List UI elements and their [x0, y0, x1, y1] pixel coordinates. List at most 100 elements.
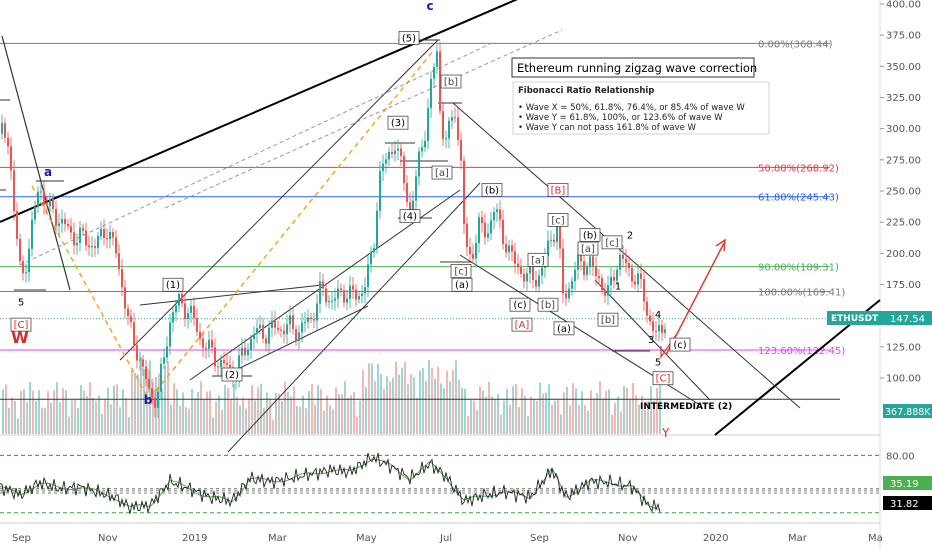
volume-bar [389, 381, 391, 434]
candle-body [493, 212, 495, 221]
candle-body [607, 285, 609, 296]
candle-body [610, 276, 612, 286]
candle-body [61, 218, 63, 224]
candle-body [85, 230, 87, 246]
volume-bar [635, 395, 637, 434]
candle-body [298, 332, 300, 341]
candle-body [373, 248, 375, 253]
candle-body [133, 322, 135, 346]
candle-body [205, 347, 207, 349]
candle-body [262, 324, 264, 339]
wave-label-box [509, 297, 531, 312]
y-tick-label: 175.00 [886, 280, 921, 291]
y-tick-label: 400.00 [886, 0, 921, 11]
wave-label-box [537, 297, 559, 312]
volume-bar [113, 385, 115, 434]
volume-bar [284, 381, 286, 434]
candle-body [1, 123, 3, 134]
volume-bar [131, 369, 133, 434]
candle-body [238, 355, 240, 378]
candle-body [118, 253, 120, 270]
volume-bar [266, 392, 268, 434]
rsi-tag [883, 496, 932, 510]
volume-bar [527, 416, 529, 434]
candle-body [82, 227, 84, 231]
volume-bar [368, 363, 370, 434]
candle-body [265, 338, 267, 344]
volume-bar [632, 382, 634, 434]
volume-bar [185, 407, 187, 434]
candle-body [70, 226, 72, 233]
volume-bar [125, 398, 127, 434]
volume-bar [566, 386, 568, 434]
volume-bar [80, 385, 82, 434]
channel-line-c [227, 182, 481, 453]
candle-body [40, 191, 42, 193]
candle-body [529, 266, 531, 274]
candle-body [13, 170, 15, 212]
candle-body [592, 256, 594, 267]
candle-body [253, 334, 255, 339]
volume-bar [227, 387, 229, 434]
candle-body [319, 281, 321, 304]
volume-bar [263, 407, 265, 434]
candle-body [10, 146, 12, 171]
volume-bar [542, 393, 544, 434]
volume-bar [383, 388, 385, 434]
volume-bar [5, 384, 7, 434]
candle-body [508, 245, 510, 253]
volume-bar [122, 389, 124, 434]
volume-bar [44, 408, 46, 434]
candle-body [157, 391, 159, 408]
candle-body [658, 325, 660, 332]
volume-bar [287, 391, 289, 434]
wave-label: b [144, 393, 153, 407]
volume-bar [107, 387, 109, 434]
wave-label-box [481, 183, 503, 197]
volume-bar [206, 391, 208, 434]
candle-body [280, 329, 282, 331]
volume-bar [500, 414, 502, 434]
volume-bar [587, 410, 589, 434]
line-1-3 [139, 284, 323, 306]
volume-bar [512, 386, 514, 434]
candle-body [283, 330, 285, 335]
wave-label-box [511, 317, 533, 332]
volume-bar [326, 395, 328, 434]
candle-body [313, 319, 315, 321]
descending-channel-inner [594, 279, 711, 401]
volume-bar [386, 376, 388, 434]
volume-bar [392, 377, 394, 434]
wave-label: (2) [225, 370, 239, 381]
volume-bar [83, 390, 85, 434]
candle-body [424, 140, 426, 148]
candle-body [259, 324, 261, 329]
volume-bar [314, 404, 316, 434]
candle-body [487, 233, 489, 238]
candle-body [403, 156, 405, 184]
candle-body [574, 269, 576, 282]
fib-level-label: 90.00%(189.31) [758, 263, 839, 274]
candle-body [565, 293, 567, 299]
candle-body [664, 329, 666, 333]
volume-bar [293, 386, 295, 434]
wave-label-box [10, 317, 32, 332]
volume-bar [446, 370, 448, 434]
volume-bar [374, 381, 376, 434]
candle-body [100, 228, 102, 237]
candle-body [142, 359, 144, 367]
x-tick-label: Sep [12, 533, 31, 544]
candle-body [196, 318, 198, 332]
candle-body [553, 239, 555, 243]
wave-label-box [162, 277, 184, 292]
volume-bar [605, 391, 607, 434]
candle-body [37, 191, 39, 207]
y-tick-label: 300.00 [886, 124, 921, 135]
volume-bar [200, 381, 202, 434]
candle-body [217, 366, 219, 368]
wave-label: [C] [656, 374, 671, 385]
candle-body [520, 267, 522, 274]
candle-body [73, 232, 75, 246]
candle-body [22, 261, 24, 274]
y-tick-label: 375.00 [886, 31, 921, 42]
